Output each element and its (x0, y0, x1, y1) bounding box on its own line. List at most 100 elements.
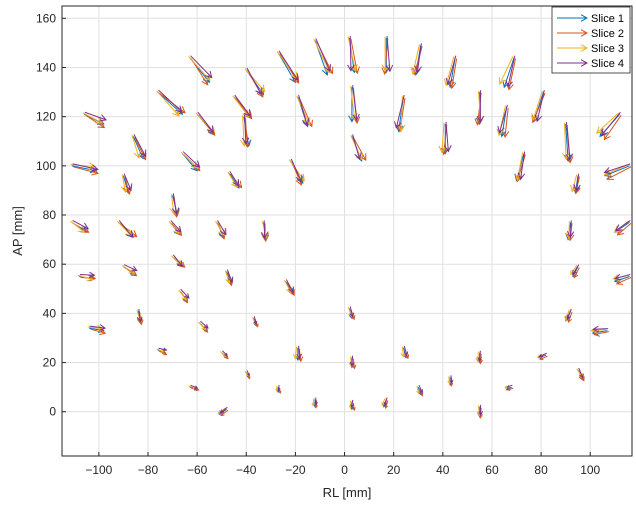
vector-arrow-shaft (351, 355, 354, 366)
legend-label: Slice 3 (591, 43, 624, 55)
vector-arrow-head (349, 361, 355, 367)
vector-arrow-shaft (190, 384, 198, 389)
legend-entry: Slice 3 (557, 43, 624, 55)
vector-arrow-shaft (71, 165, 97, 172)
vector-arrow-shaft (381, 398, 386, 406)
x-tick-label: −40 (236, 463, 257, 477)
vector-arrow-shaft (532, 90, 543, 121)
vector-arrow-shaft (72, 163, 98, 170)
vector-arrow-shaft (312, 398, 315, 406)
vector-arrow-head (131, 265, 138, 272)
vector-arrow-head (352, 113, 360, 122)
vector-arrow-shaft (403, 345, 408, 356)
vector-arrow-shaft (313, 38, 331, 73)
vector-arrow-shaft (352, 85, 358, 121)
plot-area (61, 5, 633, 457)
vector-arrow-head (297, 356, 304, 363)
vector-arrow-shaft (178, 289, 187, 301)
vector-arrow-head (613, 225, 622, 233)
vector-arrow-head (538, 353, 543, 358)
vector-arrow-shaft (232, 95, 249, 117)
y-tick-label: 20 (43, 356, 57, 370)
vector-arrow-head (614, 224, 623, 232)
vector-arrow-head (136, 316, 143, 323)
vector-arrow-shaft (244, 114, 247, 144)
vector-arrow-head (292, 76, 300, 84)
vector-arrow-head (445, 77, 453, 86)
vector-arrow-head (183, 297, 188, 304)
vector-arrow-head (184, 293, 190, 299)
vector-arrow-shaft (603, 114, 622, 140)
vector-arrow-head (498, 77, 506, 86)
vector-arrow-shaft (352, 134, 361, 160)
y-tick-label: 0 (49, 405, 56, 419)
vector-arrow-shaft (157, 91, 183, 115)
vector-arrow-shaft (349, 306, 354, 317)
vector-arrow-shaft (84, 111, 107, 121)
series-slice-4 (72, 35, 631, 416)
vector-arrow-shaft (168, 220, 180, 234)
vector-arrow-head (163, 351, 168, 356)
vector-arrow-shaft (504, 107, 509, 138)
vector-arrow-head (201, 77, 209, 86)
vector-arrow-head (449, 81, 457, 90)
vector-arrow-shaft (478, 350, 481, 361)
vector-arrow-shaft (278, 50, 299, 81)
vector-arrow-shaft (418, 384, 423, 393)
vector-arrow-head (99, 324, 107, 331)
vector-arrow-head (290, 71, 298, 80)
vector-arrow-shaft (220, 409, 229, 416)
vector-arrow-shaft (413, 46, 423, 75)
vector-arrow-head (397, 124, 406, 133)
vector-arrow-shaft (73, 166, 99, 174)
vector-arrow-shaft (157, 349, 166, 354)
vector-arrow-shaft (351, 399, 354, 408)
vector-arrow-head (410, 67, 418, 75)
vector-arrow-shaft (601, 111, 621, 136)
legend-arrow-head (580, 59, 589, 67)
vector-arrow-head (539, 356, 544, 361)
vector-arrow-head (383, 401, 388, 407)
vector-arrow-head (86, 274, 94, 282)
vector-arrow-head (277, 388, 281, 392)
vector-arrow-shaft (565, 309, 570, 321)
vector-arrow-head (447, 380, 452, 385)
vector-arrow-shaft (570, 265, 578, 275)
vector-arrow-head (449, 379, 454, 384)
vector-arrow-shaft (172, 193, 177, 215)
vector-field (70, 35, 632, 419)
vector-arrow-shaft (229, 170, 240, 187)
x-tick-label: −20 (285, 463, 306, 477)
legend-entry: Slice 2 (557, 28, 624, 40)
y-tick-label: 160 (36, 11, 56, 25)
vector-arrow-shaft (88, 327, 104, 332)
vector-arrow-head (232, 179, 240, 187)
vector-arrow-head (419, 392, 424, 397)
x-tick-label: 60 (485, 463, 499, 477)
vector-arrow-head (404, 354, 410, 360)
vector-arrow-shaft (503, 57, 515, 88)
vector-arrow-head (295, 174, 303, 183)
vector-arrow-head (355, 152, 363, 161)
vector-arrow-head (192, 160, 201, 168)
vector-arrow-shaft (499, 56, 514, 85)
x-tick-label: 100 (580, 463, 600, 477)
vector-arrow-shaft (441, 122, 445, 153)
vector-arrow-shaft (133, 134, 146, 157)
vector-arrow-head (592, 325, 599, 333)
vector-arrow-head (174, 225, 182, 233)
vector-arrow-head (311, 402, 316, 407)
legend-label: Slice 2 (591, 28, 624, 40)
vector-arrow-head (381, 402, 385, 407)
vector-arrow-head (566, 314, 572, 320)
vector-arrow-shaft (563, 122, 567, 160)
vector-arrow-head (314, 404, 318, 409)
vector-arrow-head (258, 84, 266, 93)
vector-arrow-head (350, 404, 354, 409)
vector-arrow-head (536, 354, 541, 358)
vector-arrow-head (354, 152, 362, 161)
vector-arrow-head (176, 260, 183, 267)
vector-arrow-head (219, 228, 227, 236)
vector-arrow-shaft (90, 328, 106, 334)
